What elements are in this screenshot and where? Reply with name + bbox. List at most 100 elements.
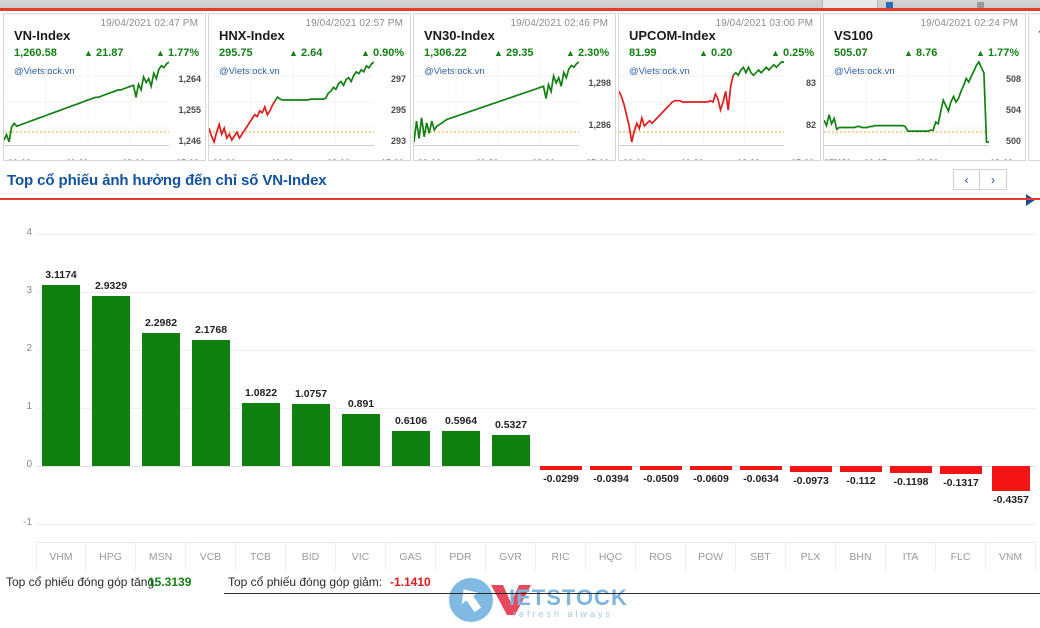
bar-group-plx[interactable]: -0.0973 [786,205,836,535]
bar-vnm[interactable] [992,466,1030,492]
card-axis-label: 295 [390,105,406,115]
x-tick-pow[interactable]: POW [686,543,736,571]
x-tick-pdr[interactable]: PDR [436,543,486,571]
x-tick-vic[interactable]: VIC [336,543,386,571]
browser-chrome-strip [0,0,1040,11]
y-tick-label: 0 [26,459,32,470]
card-index-name: UPCOM-Index [629,28,716,43]
browser-icon-blue[interactable] [886,2,893,8]
bar-tcb[interactable] [242,403,280,466]
card-time-tick: 15:00 [824,158,847,160]
index-card-partial[interactable]: V [1028,13,1040,161]
x-tick-sbt[interactable]: SBT [736,543,786,571]
bar-flc[interactable] [940,466,982,474]
bar-group-pow[interactable]: -0.0609 [686,205,736,535]
bar-group-vhm[interactable]: 3.1174 [36,205,86,535]
bar-value-label: 0.5964 [444,415,478,428]
bar-gvr[interactable] [492,435,530,466]
browser-icon-gray[interactable] [977,2,984,8]
bar-group-flc[interactable]: -0.1317 [936,205,986,535]
x-tick-gvr[interactable]: GVR [486,543,536,571]
bar-group-bid[interactable]: 1.0757 [286,205,336,535]
index-card-vn-index[interactable]: 19/04/2021 02:47 PM VN-Index 1,260.58 ▲ 21.… [3,13,206,161]
card-timestamp: 19/04/2021 02:24 PM [920,18,1018,29]
bar-value-label: 3.1174 [45,269,77,282]
x-tick-plx[interactable]: PLX [786,543,836,571]
bar-bhn[interactable] [840,466,882,473]
index-card-upcom-index[interactable]: 19/04/2021 03:00 PM UPCOM-Index 81.99 ▲ 0.2… [618,13,821,161]
card-time-tick: 11:30 [66,158,89,160]
bar-vhm[interactable] [42,285,80,466]
bar-group-pdr[interactable]: 0.5964 [436,205,486,535]
card-time-tick: 13:00 [990,158,1013,160]
card-sparkline [414,58,579,146]
index-card-hnx-index[interactable]: 19/04/2021 02:57 PM HNX-Index 295.75 ▲ 2.64… [208,13,411,161]
bar-group-ric[interactable]: -0.0299 [536,205,586,535]
index-card-vn30-index[interactable]: 19/04/2021 02:46 PM VN30-Index 1,306.22 ▲ 2… [413,13,616,161]
x-tick-vnm[interactable]: VNM [986,543,1036,571]
card-watermark: @Vietstock.vn [629,66,690,77]
next-button[interactable]: › [980,169,1007,190]
bar-group-msn[interactable]: 2.2982 [136,205,186,535]
x-tick-vhm[interactable]: VHM [36,543,86,571]
bar-group-sbt[interactable]: -0.0634 [736,205,786,535]
bar-msn[interactable] [142,332,180,466]
gridline-3 [36,292,1036,293]
bar-hpg[interactable] [92,295,130,466]
chart-x-axis: VHM HPG MSN VCB TCB BID VIC GAS PDR GVR RIC HQC ROS P… [36,542,1036,571]
x-tick-hqc[interactable]: HQC [586,543,636,571]
bar-group-vcb[interactable]: 2.1768 [186,205,236,535]
x-tick-hpg[interactable]: HPG [86,543,136,571]
x-tick-ita[interactable]: ITA [886,543,936,571]
bar-sbt[interactable] [740,466,782,470]
chart-bars: 3.1174 2.9329 2.2982 2.1768 1.0822 1.0757 0.89… [36,205,1036,535]
carousel-nav: ‹ › [953,169,1007,190]
bar-group-tcb[interactable]: 1.0822 [236,205,286,535]
card-axis-label: 297 [390,74,406,84]
x-tick-bid[interactable]: BID [286,543,336,571]
y-tick-label: 2 [26,343,32,354]
card-index-name: VN30-Index [424,28,495,43]
bar-vic[interactable] [342,414,380,466]
card-index-name: HNX-Index [219,28,285,43]
bar-group-bhn[interactable]: -0.112 [836,205,886,535]
bar-ric[interactable] [540,466,582,470]
bar-group-hpg[interactable]: 2.9329 [86,205,136,535]
bar-plx[interactable] [790,466,832,472]
card-time-tick: 09:00 [213,158,236,160]
bar-group-vic[interactable]: 0.891 [336,205,386,535]
expand-triangle-icon[interactable] [1026,194,1035,206]
bar-hqc[interactable] [590,466,632,470]
card-sparkline [209,58,374,146]
bar-group-gas[interactable]: 0.6106 [386,205,436,535]
bar-pdr[interactable] [442,431,480,466]
card-time-tick: 13:00 [327,158,350,160]
up-arrow-icon: ▲ [494,48,503,58]
bar-ros[interactable] [640,466,682,470]
bar-gas[interactable] [392,430,430,466]
x-tick-gas[interactable]: GAS [386,543,436,571]
up-arrow-icon: ▲ [771,48,780,58]
x-tick-bhn[interactable]: BHN [836,543,886,571]
bar-vcb[interactable] [192,339,230,466]
x-tick-vcb[interactable]: VCB [186,543,236,571]
x-tick-ros[interactable]: ROS [636,543,686,571]
x-tick-tcb[interactable]: TCB [236,543,286,571]
x-tick-ric[interactable]: RIC [536,543,586,571]
bar-ita[interactable] [890,466,932,473]
bar-value-label: -0.1317 [943,476,979,489]
up-arrow-icon: ▲ [976,48,985,58]
index-card-vs100[interactable]: 19/04/2021 02:24 PM VS100 505.07 ▲ 8.76 ▲ 1.… [823,13,1026,161]
x-tick-msn[interactable]: MSN [136,543,186,571]
bar-group-hqc[interactable]: -0.0394 [586,205,636,535]
x-tick-flc[interactable]: FLC [936,543,986,571]
bar-bid[interactable] [292,403,330,466]
bar-group-ita[interactable]: -0.1198 [886,205,936,535]
bar-group-gvr[interactable]: 0.5327 [486,205,536,535]
prev-button[interactable]: ‹ [953,169,980,190]
card-time-tick: 09:15 [864,158,887,160]
bar-group-vnm[interactable]: -0.4357 [986,205,1036,535]
browser-tab[interactable] [822,0,878,9]
bar-pow[interactable] [690,466,732,470]
bar-group-ros[interactable]: -0.0509 [636,205,686,535]
